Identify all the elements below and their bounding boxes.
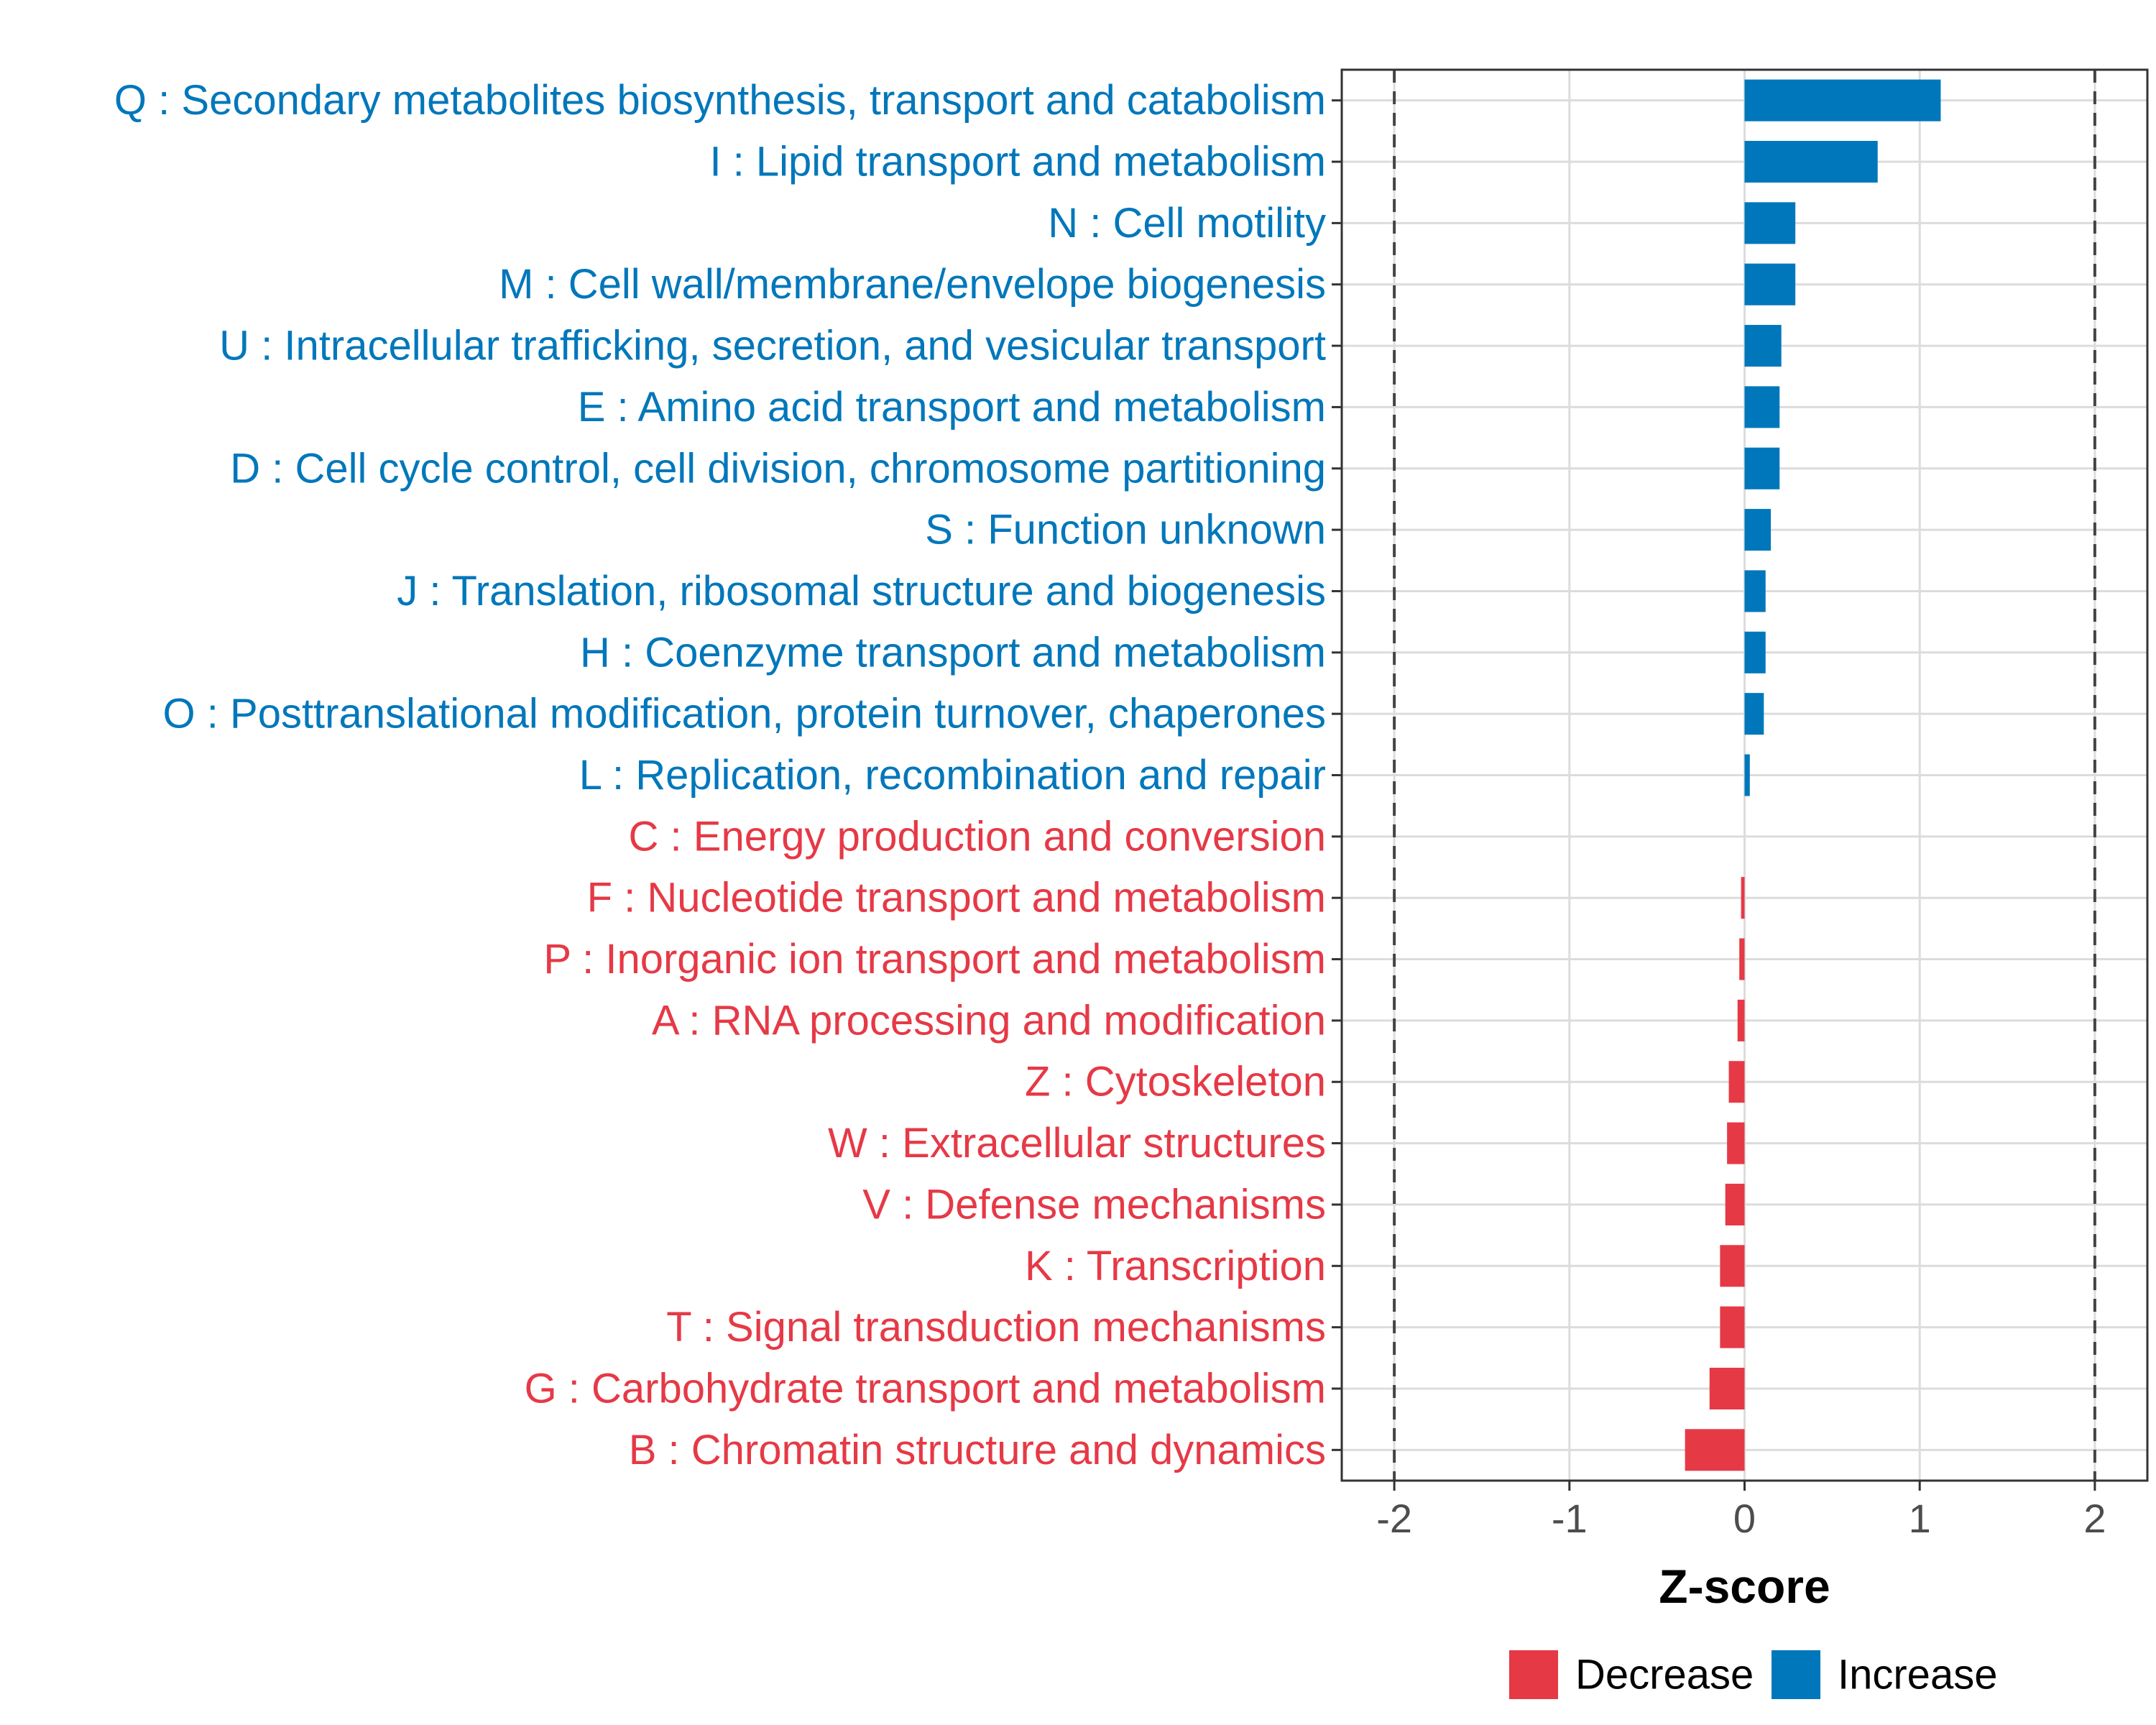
reference-lines (1393, 70, 2096, 1481)
bar (1720, 1306, 1745, 1348)
bar (1744, 141, 1878, 183)
category-labels: Q : Secondary metabolites biosynthesis, … (114, 77, 1326, 1473)
category-label: A : RNA processing and modification (652, 997, 1326, 1044)
y-axis-ticks (1332, 99, 1342, 1451)
category-label: K : Transcription (1025, 1243, 1326, 1289)
category-label: P : Inorganic ion transport and metaboli… (543, 936, 1326, 983)
bar (1744, 202, 1796, 244)
category-label: O : Posttranslational modification, prot… (163, 691, 1326, 737)
bars (1685, 79, 1941, 1471)
category-label: T : Signal transduction mechanisms (666, 1304, 1326, 1351)
legend-key (1772, 1650, 1820, 1699)
legend-label: Decrease (1575, 1652, 1754, 1698)
bar (1739, 938, 1745, 980)
category-label: S : Function unknown (925, 507, 1326, 553)
bar (1744, 386, 1780, 428)
x-tick-label: -1 (1552, 1496, 1588, 1541)
legend-label: Increase (1838, 1652, 1997, 1698)
bar (1741, 877, 1745, 919)
bar (1744, 447, 1780, 489)
bar (1744, 79, 1941, 121)
category-label: I : Lipid transport and metabolism (709, 139, 1326, 185)
category-label: M : Cell wall/membrane/envelope biogenes… (499, 261, 1326, 308)
bar (1744, 325, 1782, 367)
category-label: H : Coenzyme transport and metabolism (580, 629, 1326, 676)
category-label: U : Intracellular trafficking, secretion… (219, 323, 1326, 369)
x-axis: -2 -1 0 1 2 (1376, 1481, 2106, 1541)
x-tick-label: 1 (1909, 1496, 1931, 1541)
bar (1725, 1183, 1745, 1225)
category-label: C : Energy production and conversion (629, 813, 1326, 860)
category-label: J : Translation, ribosomal structure and… (397, 568, 1326, 615)
category-label: E : Amino acid transport and metabolism (578, 384, 1326, 431)
bar (1744, 693, 1764, 735)
category-label: W : Extracellular structures (828, 1120, 1326, 1167)
category-label: Z : Cytoskeleton (1025, 1059, 1326, 1105)
bar (1744, 263, 1796, 305)
x-axis-title: Z-score (1659, 1560, 1830, 1613)
category-label: N : Cell motility (1048, 200, 1326, 247)
bar (1709, 1367, 1745, 1409)
category-label: V : Defense mechanisms (862, 1181, 1326, 1228)
bar (1744, 570, 1766, 612)
x-tick-label: 2 (2083, 1496, 2106, 1541)
bar (1720, 1245, 1745, 1287)
bar (1728, 1061, 1745, 1103)
bar (1685, 1429, 1745, 1471)
category-label: B : Chromatin structure and dynamics (629, 1427, 1326, 1473)
legend-key (1509, 1650, 1558, 1699)
category-label: L : Replication, recombination and repai… (579, 752, 1326, 799)
bar (1744, 631, 1766, 673)
category-label: G : Carbohydrate transport and metabolis… (525, 1365, 1326, 1412)
category-label: Q : Secondary metabolites biosynthesis, … (114, 77, 1326, 124)
x-tick-label: 0 (1733, 1496, 1756, 1541)
bar (1727, 1122, 1745, 1164)
bar (1737, 999, 1745, 1041)
category-label: D : Cell cycle control, cell division, c… (230, 445, 1326, 492)
legend: Decrease Increase (1509, 1650, 1997, 1699)
category-label: F : Nucleotide transport and metabolism (587, 875, 1326, 921)
x-tick-label: -2 (1376, 1496, 1412, 1541)
bar (1744, 754, 1750, 796)
bar (1744, 509, 1772, 551)
